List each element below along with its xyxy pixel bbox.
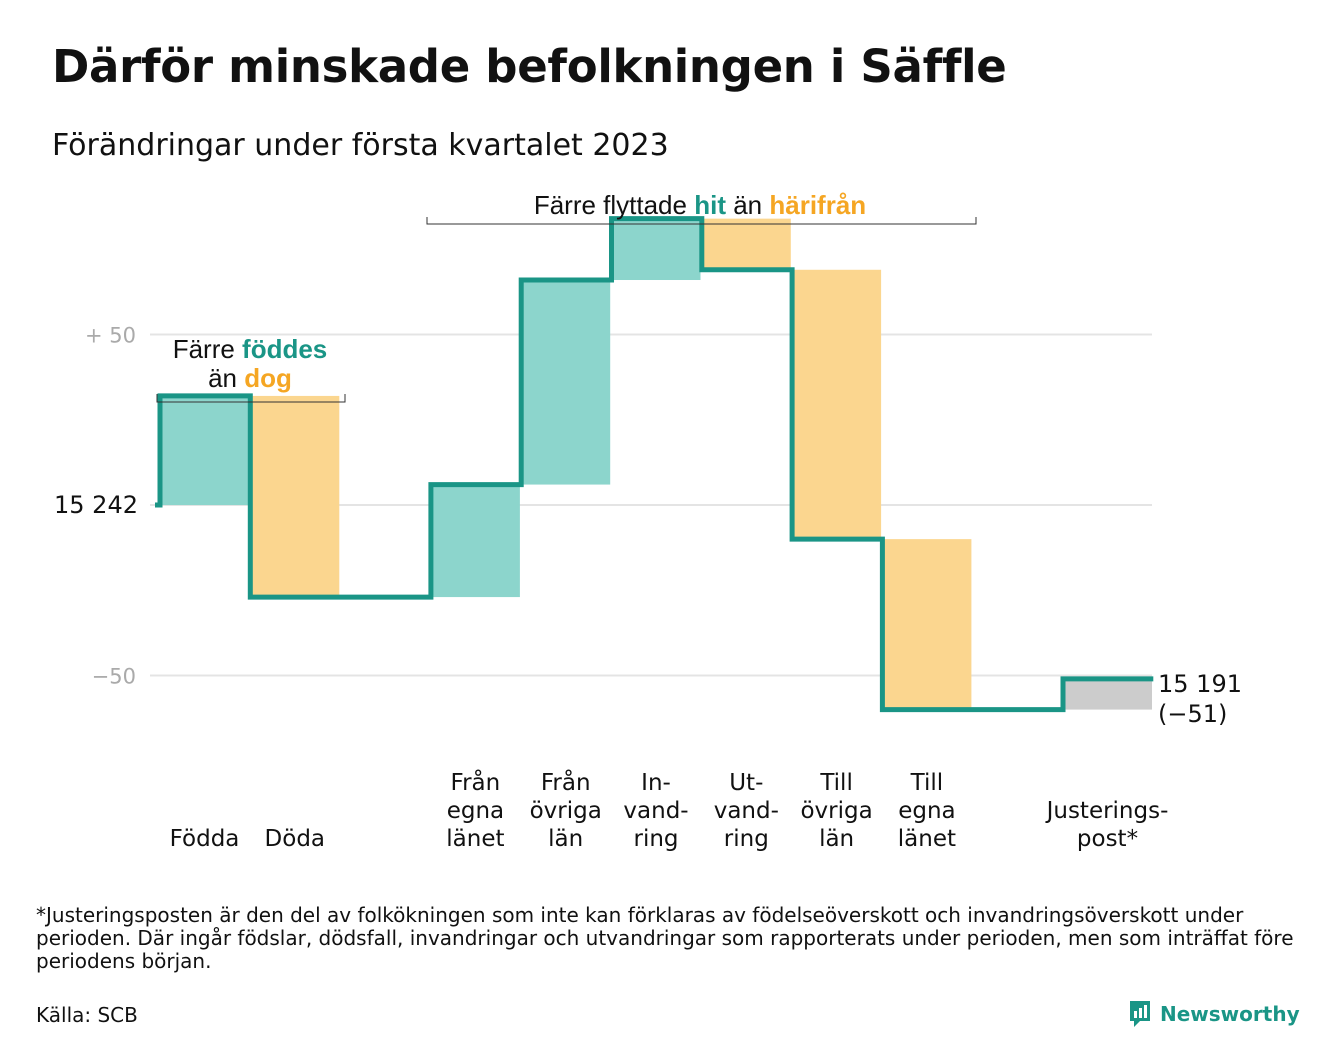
end-value-label: 15 191: [1158, 670, 1242, 698]
brand-name: Newsworthy: [1160, 1002, 1300, 1026]
waterfall-bar: [430, 484, 520, 598]
category-label: Från: [451, 768, 501, 796]
waterfall-bar: [792, 269, 882, 540]
category-label: Till: [819, 770, 853, 796]
category-label: egna: [898, 798, 955, 824]
annotation-migration-bracket: [426, 217, 977, 225]
category-label: Till: [910, 770, 944, 796]
y-tick-label: + 50: [85, 324, 136, 348]
category-label: ring: [633, 826, 678, 852]
start-value-label: 15 242: [54, 491, 138, 519]
category-label: Ut-: [729, 770, 763, 796]
category-labels: Födda DödaFrånegnalänetFrånövrigalänIn-va…: [170, 768, 1169, 852]
annotation-migration: Färre flyttade hit än härifrån: [426, 190, 977, 225]
brand-logo: Newsworthy: [1128, 998, 1300, 1030]
source-credit: Källa: SCB: [36, 1003, 138, 1027]
y-tick-label: −50: [92, 664, 136, 688]
category-label: övriga: [800, 798, 872, 824]
category-label: län: [819, 826, 854, 852]
category-label: In-: [641, 770, 671, 796]
category-label: länet: [898, 826, 956, 852]
annotation-births-line2: än dog: [208, 363, 292, 393]
waterfall-bar: [701, 218, 791, 270]
waterfall-bar: [611, 218, 701, 281]
category-label: Från: [541, 768, 591, 796]
annotation-births-vs-deaths: Färre föddes än dog: [156, 334, 346, 403]
annotation-births-line1: Färre föddes: [173, 334, 328, 364]
category-label: ring: [724, 826, 769, 852]
annotation-migration-text: Färre flyttade hit än härifrån: [534, 190, 866, 220]
newsworthy-logo-icon: [1130, 1001, 1150, 1027]
y-axis-ticks: + 50 15 242 −50: [54, 324, 138, 689]
category-label: vand-: [623, 798, 688, 824]
population-level-line: [155, 216, 1154, 713]
waterfall-bar: [1063, 678, 1152, 710]
waterfall-bars: [160, 218, 1152, 710]
category-label: Döda: [265, 826, 325, 852]
annotation-births-bracket: [156, 394, 346, 403]
waterfall-bar: [521, 280, 611, 485]
category-label: län: [548, 826, 583, 852]
end-change-label: (−51): [1158, 700, 1227, 728]
category-label: Födda: [170, 826, 240, 852]
category-label: länet: [446, 826, 504, 852]
category-label: post*: [1077, 826, 1138, 852]
category-label: egna: [447, 798, 504, 824]
category-label: Justerings-: [1045, 798, 1169, 824]
chart-title: Därför minskade befolkningen i Säffle: [52, 40, 1007, 93]
chart-subtitle: Förändringar under första kvartalet 2023: [52, 128, 669, 163]
waterfall-bar: [160, 395, 249, 506]
footnote: *Justeringsposten är den del av folkökni…: [36, 903, 1294, 973]
category-label: vand-: [714, 798, 779, 824]
category-label: övriga: [530, 798, 602, 824]
waterfall-bar: [882, 539, 972, 710]
waterfall-bar: [250, 395, 340, 598]
